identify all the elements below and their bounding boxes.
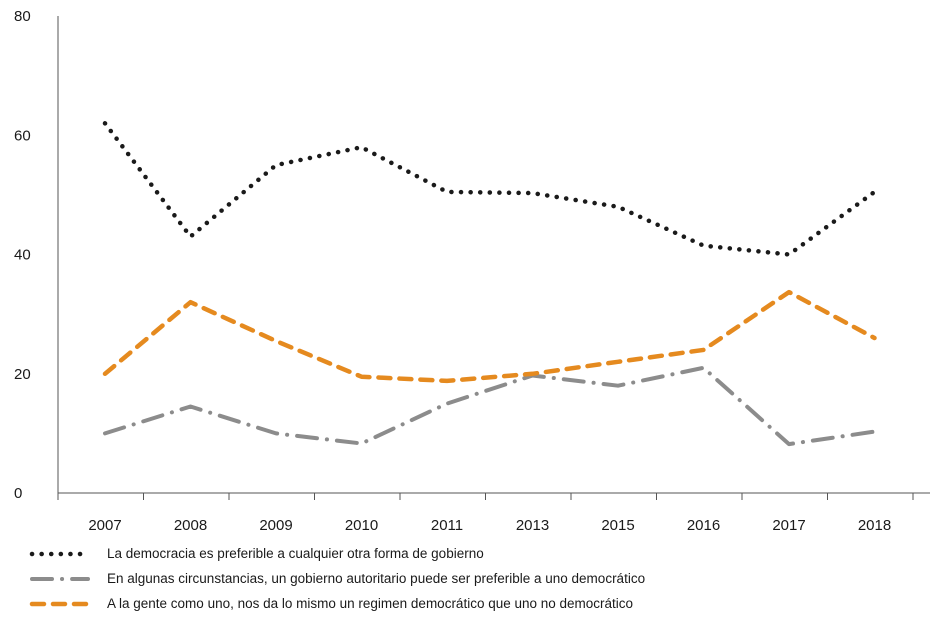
data-point xyxy=(272,337,280,345)
data-point xyxy=(101,119,109,127)
data-point xyxy=(700,364,708,372)
data-point xyxy=(358,373,366,381)
series-1 xyxy=(101,119,879,259)
data-point xyxy=(700,242,708,250)
data-point xyxy=(871,334,879,342)
data-point xyxy=(700,346,708,354)
y-ticks: 0 20 40 60 80 xyxy=(14,8,31,502)
data-point xyxy=(614,358,622,366)
data-point xyxy=(785,440,793,448)
x-tick-label: 2007 xyxy=(88,517,121,534)
legend: La democracia es preferible a cualquier … xyxy=(29,546,645,611)
x-tick-label: 2016 xyxy=(687,517,720,534)
x-tick-label: 2009 xyxy=(259,517,292,534)
series-line xyxy=(103,365,877,447)
data-point xyxy=(785,251,793,259)
legend-label: A la gente como uno, nos da lo mismo un … xyxy=(107,596,633,611)
legend-item: A la gente como uno, nos da lo mismo un … xyxy=(29,596,633,611)
data-point xyxy=(101,429,109,437)
y-tick-label: 20 xyxy=(14,366,31,383)
series-3 xyxy=(101,288,879,385)
y-tick-label: 80 xyxy=(14,8,31,25)
data-point xyxy=(529,370,537,378)
data-point xyxy=(871,188,879,196)
data-point xyxy=(614,203,622,211)
data-point xyxy=(272,429,280,437)
series-layer xyxy=(101,119,879,448)
data-point xyxy=(272,161,280,169)
series-2 xyxy=(101,364,879,448)
data-point xyxy=(614,382,622,390)
data-point xyxy=(187,298,195,306)
y-tick-label: 40 xyxy=(14,247,31,264)
x-ticks: 2007 2008 2009 2010 2011 2013 2015 2016 2017 2018 xyxy=(57,493,914,534)
series-line xyxy=(102,289,877,384)
x-tick-label: 2015 xyxy=(601,517,634,534)
x-tick-label: 2011 xyxy=(431,517,463,534)
data-point xyxy=(187,233,195,241)
data-point xyxy=(187,403,195,411)
y-tick-label: 0 xyxy=(14,485,22,502)
legend-item: La democracia es preferible a cualquier … xyxy=(29,546,484,561)
data-point xyxy=(358,143,366,151)
data-point xyxy=(871,428,879,436)
axes xyxy=(57,16,930,494)
x-tick-label: 2013 xyxy=(516,517,549,534)
legend-label: En algunas circunstancias, un gobierno a… xyxy=(107,571,645,586)
data-point xyxy=(443,188,451,196)
x-tick-label: 2017 xyxy=(772,517,805,534)
legend-item: En algunas circunstancias, un gobierno a… xyxy=(30,571,645,586)
legend-label: La democracia es preferible a cualquier … xyxy=(107,546,484,561)
data-point xyxy=(443,400,451,408)
data-point xyxy=(101,370,109,378)
x-tick-label: 2018 xyxy=(858,517,891,534)
x-tick-label: 2008 xyxy=(174,517,207,534)
data-point xyxy=(443,377,451,385)
series-line xyxy=(102,121,877,257)
data-point xyxy=(358,440,366,448)
data-point xyxy=(785,288,793,296)
data-point xyxy=(529,189,537,197)
y-tick-label: 60 xyxy=(14,127,31,144)
x-tick-label: 2010 xyxy=(345,517,378,534)
